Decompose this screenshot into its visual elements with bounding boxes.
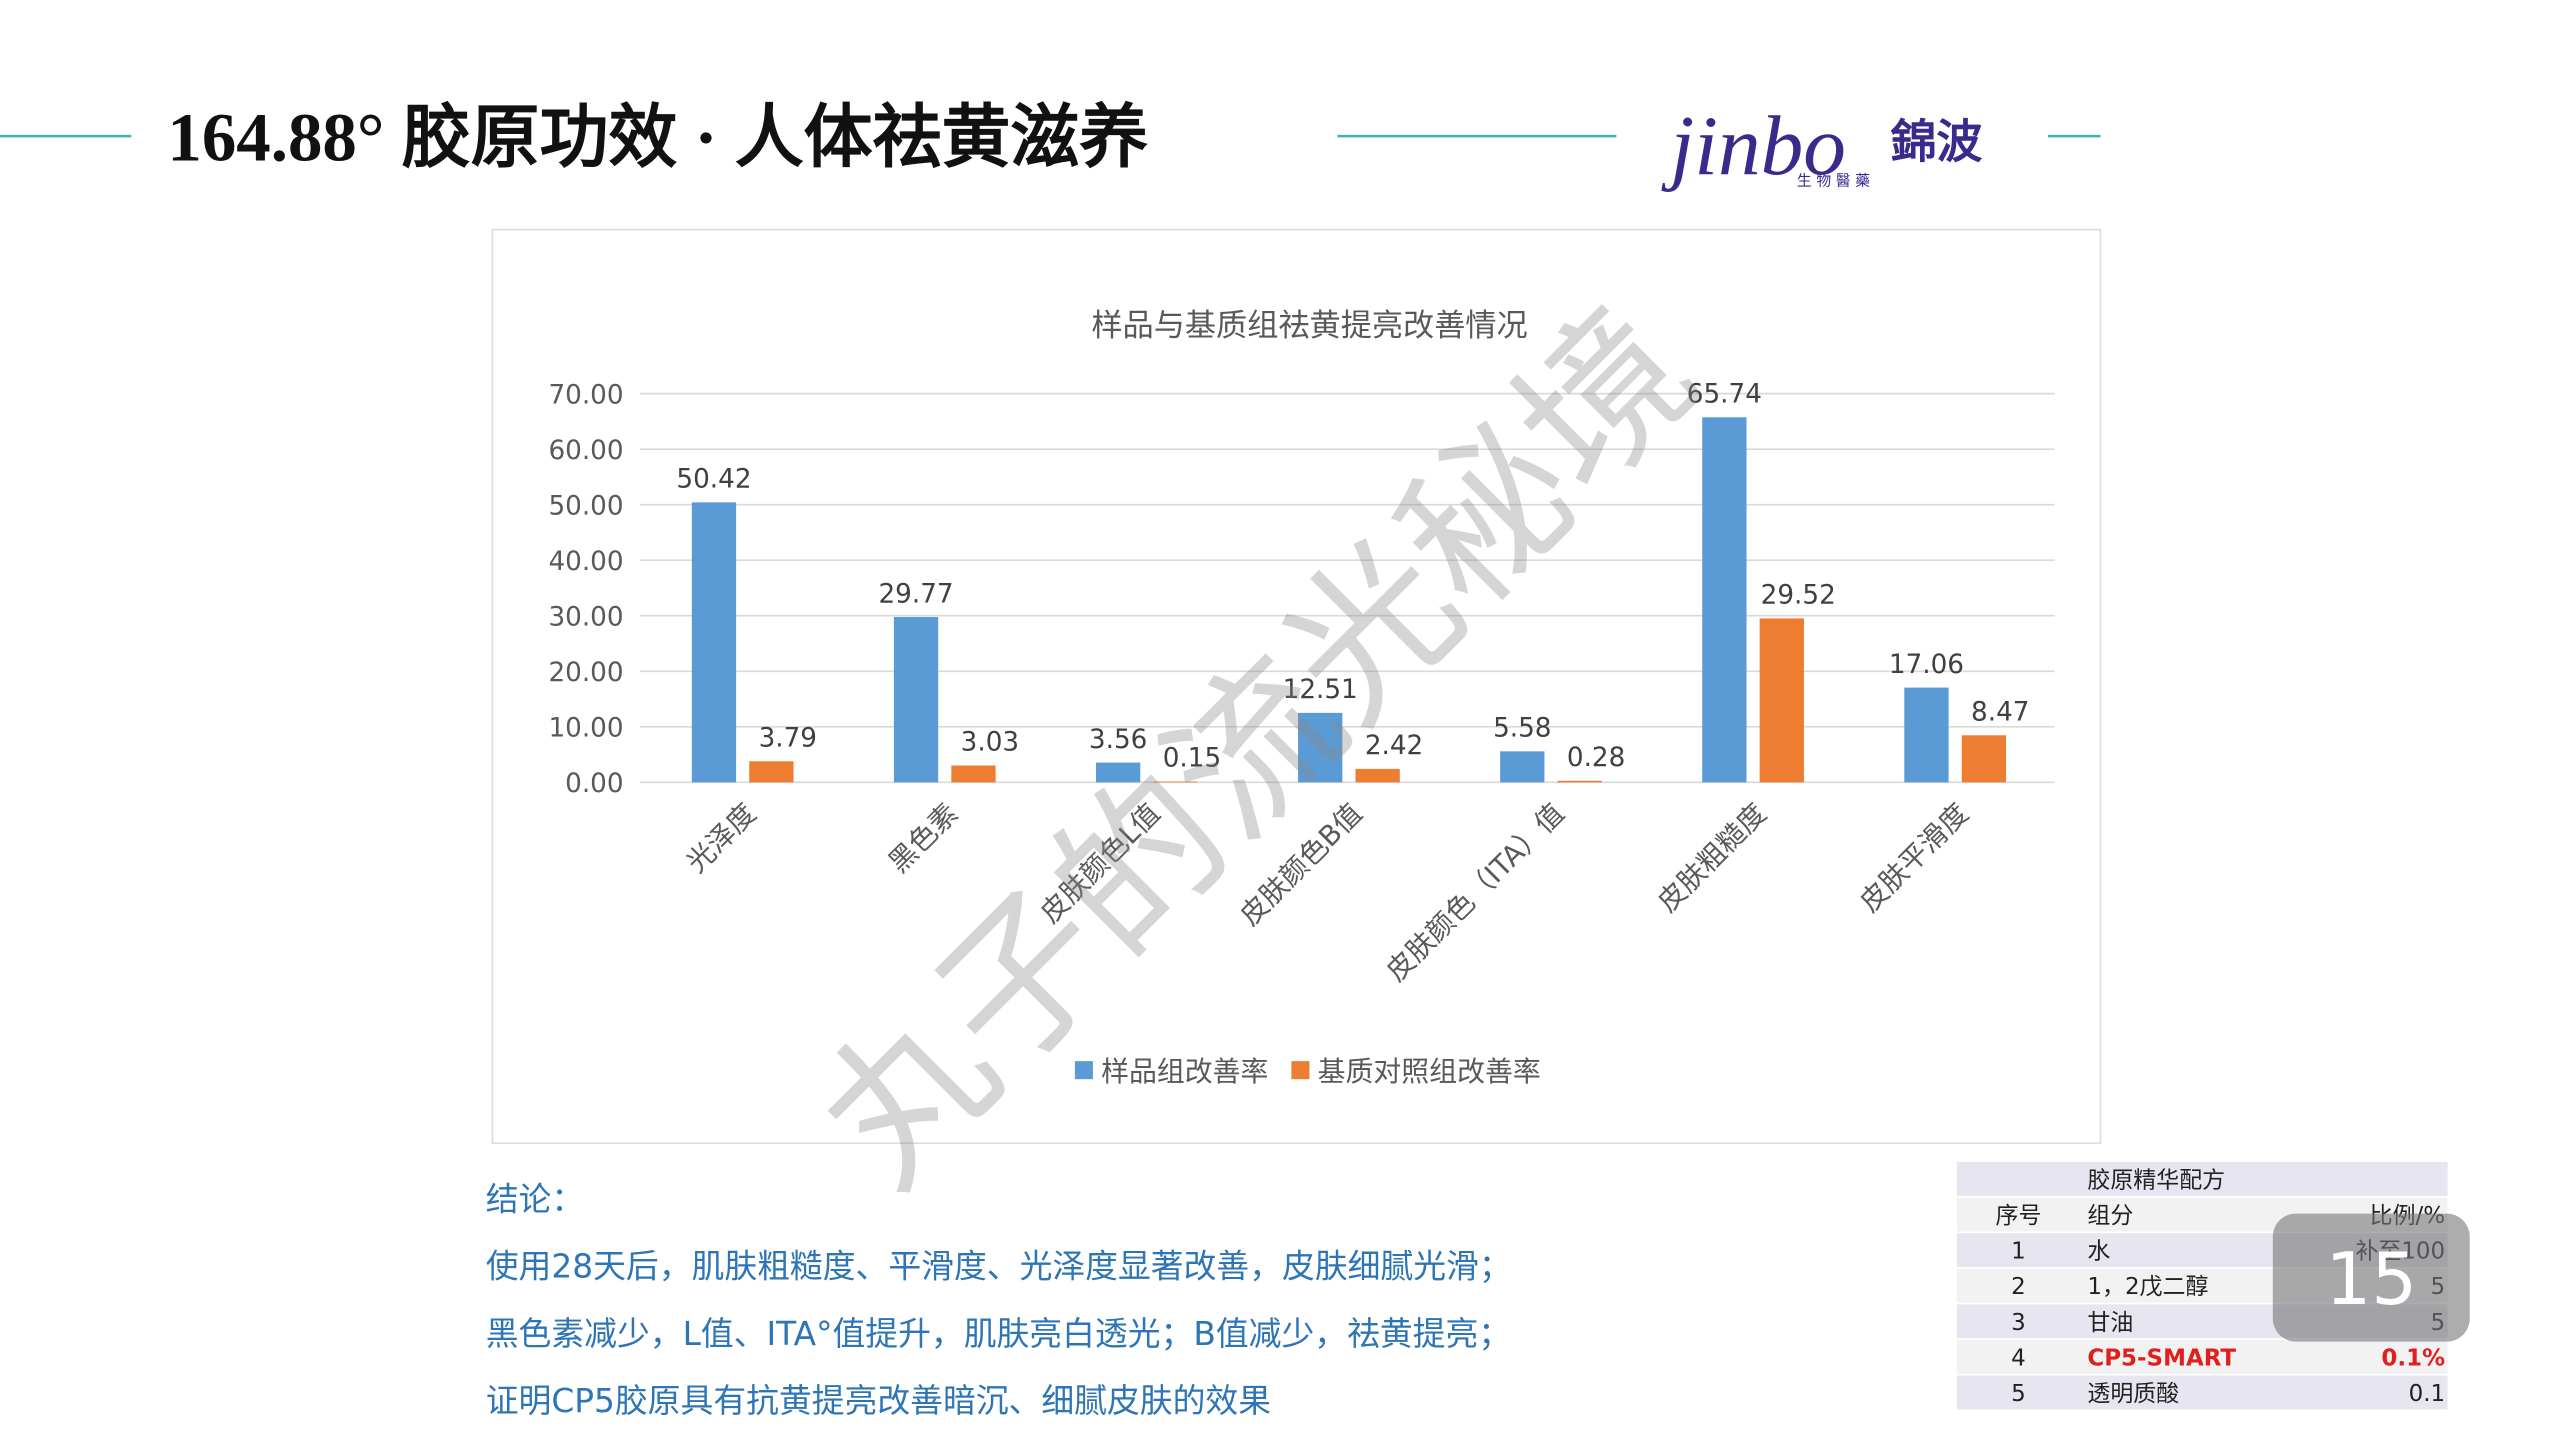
y-tick-label: 30.00 [548, 603, 623, 633]
table-cell: 3 [2011, 1310, 2026, 1336]
logo: jinbo [1661, 99, 1846, 193]
y-tick-label: 10.00 [548, 714, 623, 744]
bar [1759, 618, 1804, 783]
table-cell: 4 [2011, 1345, 2026, 1371]
y-tick-label: 40.00 [548, 547, 623, 577]
bar [951, 765, 996, 783]
table-cell: 透明质酸 [2087, 1381, 2179, 1407]
conclusion-line: 黑色素减少，L值、ITA°值提升，肌肤亮白透光；B值减少，祛黄提亮； [486, 1315, 1511, 1353]
y-tick-label: 70.00 [548, 380, 623, 410]
table-cell: CP5-SMART [2087, 1345, 2236, 1371]
value-label: 29.77 [878, 579, 953, 609]
legend-swatch [1074, 1061, 1093, 1080]
conclusion-line: 证明CP5胶原具有抗黄提亮改善暗沉、细腻皮肤的效果 [486, 1382, 1271, 1420]
conclusion: 结论： 使用28天后，肌肤粗糙度、平滑度、光泽度显著改善，皮肤细腻光滑； 黑色素减少… [486, 1180, 1512, 1420]
value-label: 8.47 [1971, 698, 2029, 728]
logo-cn: 錦波 [1890, 114, 1982, 168]
conclusion-line: 结论： [486, 1180, 584, 1218]
bar [1702, 417, 1747, 783]
table-cell: 1 [2011, 1239, 2026, 1265]
legend-label: 样品组改善率 [1101, 1055, 1268, 1088]
conclusion-line: 使用28天后，肌肤粗糙度、平滑度、光泽度显著改善，皮肤细腻光滑； [486, 1248, 1512, 1286]
table-cell: 组分 [2087, 1203, 2133, 1229]
value-label: 3.56 [1089, 725, 1147, 755]
slide-title: 164.88° 胶原功效 · 人体祛黄滋养 [167, 100, 1148, 176]
bar [1904, 687, 1949, 783]
value-label: 0.28 [1567, 743, 1625, 773]
bar [1153, 781, 1198, 783]
y-tick-label: 60.00 [548, 436, 623, 466]
table-cell: 甘油 [2087, 1310, 2133, 1336]
legend-label: 基质对照组改善率 [1318, 1055, 1541, 1088]
table-row [1955, 1338, 2450, 1376]
chart-frame [491, 228, 2102, 1144]
table-row [1955, 1160, 2450, 1198]
page-badge [2272, 1213, 2470, 1342]
table-cell: 5 [2011, 1381, 2026, 1407]
bar [1095, 762, 1141, 783]
bar [691, 502, 737, 783]
table-cell: 序号 [1996, 1203, 2042, 1229]
value-label: 12.51 [1283, 675, 1358, 705]
table-cell: 水 [2087, 1239, 2110, 1265]
bar [749, 761, 794, 783]
bar [1298, 712, 1343, 783]
value-label: 0.15 [1163, 744, 1221, 774]
value-label: 3.03 [961, 728, 1019, 758]
chart-title: 样品与基质组祛黄提亮改善情况 [1091, 308, 1527, 344]
bar [893, 617, 939, 783]
y-tick-label: 50.00 [548, 492, 623, 522]
legend-swatch [1291, 1061, 1310, 1080]
y-tick-label: 20.00 [548, 658, 623, 688]
logo-sub: 生 物 醫 藥 [1797, 172, 1870, 189]
bar [1355, 768, 1400, 783]
value-label: 65.74 [1687, 380, 1762, 410]
bar [1961, 735, 2007, 783]
table-cell: 1，2戊二醇 [2087, 1274, 2208, 1300]
bar [1557, 780, 1602, 783]
value-label: 5.58 [1493, 714, 1551, 744]
table-cell: 胶原精华配方 [2087, 1167, 2225, 1193]
value-label: 2.42 [1365, 731, 1423, 761]
table-cell: 0.1% [2381, 1345, 2445, 1371]
value-label: 29.52 [1761, 581, 1836, 611]
value-label: 50.42 [676, 465, 751, 495]
bar [1500, 751, 1545, 783]
table-row [1955, 1373, 2450, 1412]
value-label: 3.79 [759, 724, 817, 754]
table-cell: 0.1 [2409, 1381, 2446, 1407]
y-tick-label: 0.00 [565, 769, 623, 799]
value-label: 17.06 [1889, 650, 1964, 680]
page-number: 15 [2325, 1238, 2417, 1322]
table-cell: 2 [2011, 1274, 2026, 1300]
